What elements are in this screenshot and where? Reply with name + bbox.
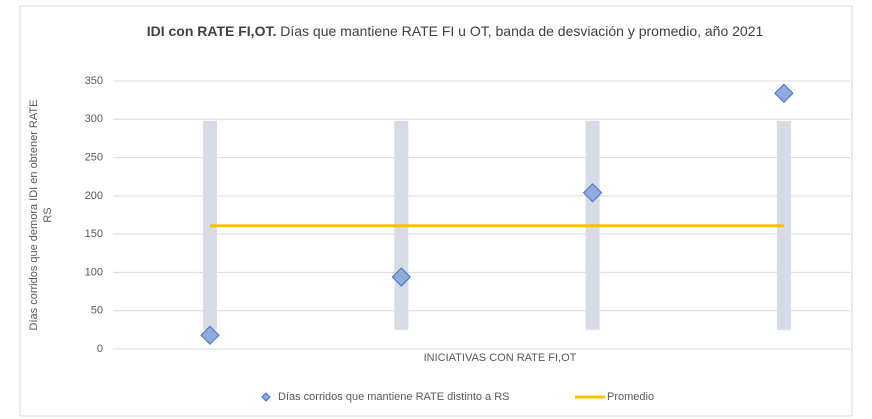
title-rest: Días que mantiene RATE FI u OT, banda de… [280, 23, 764, 39]
y-tick-label: 300 [85, 113, 103, 125]
y-tick-label: 250 [85, 151, 103, 163]
title-bold: IDI con RATE FI,OT. [146, 23, 277, 39]
legend-marker [261, 392, 271, 402]
legend-label: Días corridos que mantiene RATE distinto… [278, 391, 510, 403]
x-axis-label: INICIATIVAS CON RATE FI,OT [424, 352, 577, 364]
diamond-point [200, 325, 220, 345]
legend-label: Promedio [607, 391, 654, 403]
diamond-point [582, 183, 603, 203]
chart-frame [19, 5, 853, 417]
diamond-point [391, 267, 412, 287]
y-tick-label: 0 [97, 343, 103, 355]
y-tick-label: 200 [85, 190, 103, 202]
y-tick-label: 150 [85, 228, 103, 240]
chart-title: IDI con RATE FI,OT. Días que mantiene RA… [105, 20, 805, 42]
diamond-point [774, 83, 794, 103]
y-tick-label: 50 [91, 305, 103, 317]
y-tick-label: 350 [85, 75, 103, 87]
y-tick-label: 100 [85, 266, 103, 278]
y-axis-label: Días corridos que demora IDI en obtener … [28, 99, 54, 331]
